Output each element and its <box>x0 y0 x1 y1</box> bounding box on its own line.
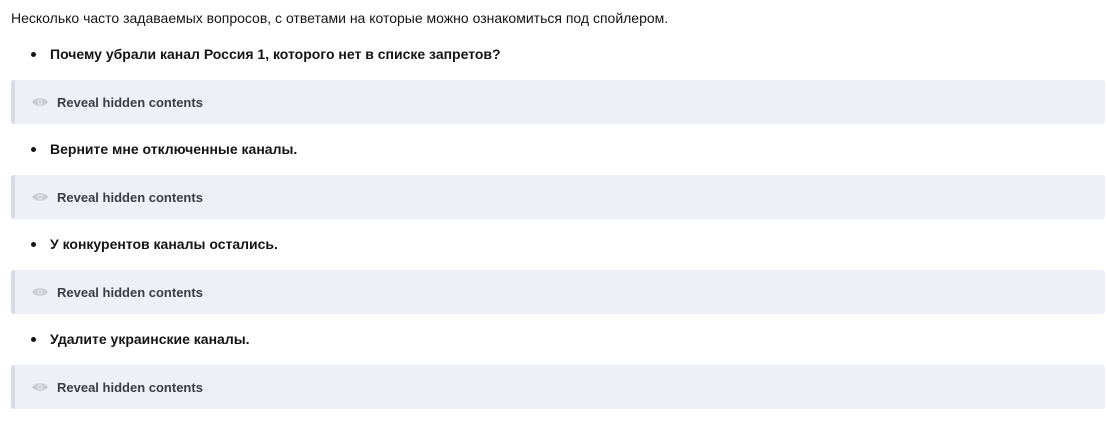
intro-text: Несколько часто задаваемых вопросов, с о… <box>11 10 669 26</box>
faq-question: Верните мне отключенные каналы. <box>31 140 297 158</box>
bullet <box>31 241 36 247</box>
faq-question: Почему убрали канал Россия 1, которого н… <box>31 45 501 63</box>
spoiler-label: Reveal hidden contents <box>57 379 203 395</box>
question-text: Удалите украинские каналы. <box>50 331 250 347</box>
bullet <box>31 51 36 57</box>
reveal-spoiler-button[interactable]: Reveal hidden contents <box>11 270 1105 314</box>
faq-question: Удалите украинские каналы. <box>31 330 250 348</box>
faq-question: У конкурентов каналы остались. <box>31 235 278 253</box>
question-text: Почему убрали канал Россия 1, которого н… <box>50 46 501 62</box>
eye-icon <box>32 383 48 391</box>
spoiler-label: Reveal hidden contents <box>57 284 203 300</box>
bullet <box>31 146 36 152</box>
eye-icon <box>32 288 48 296</box>
reveal-spoiler-button[interactable]: Reveal hidden contents <box>11 365 1105 409</box>
eye-icon <box>32 98 48 106</box>
spoiler-label: Reveal hidden contents <box>57 94 203 110</box>
bullet <box>31 336 36 342</box>
reveal-spoiler-button[interactable]: Reveal hidden contents <box>11 175 1105 219</box>
reveal-spoiler-button[interactable]: Reveal hidden contents <box>11 80 1105 124</box>
eye-icon <box>32 193 48 201</box>
spoiler-label: Reveal hidden contents <box>57 189 203 205</box>
question-text: Верните мне отключенные каналы. <box>50 141 298 157</box>
question-text: У конкурентов каналы остались. <box>50 236 278 252</box>
